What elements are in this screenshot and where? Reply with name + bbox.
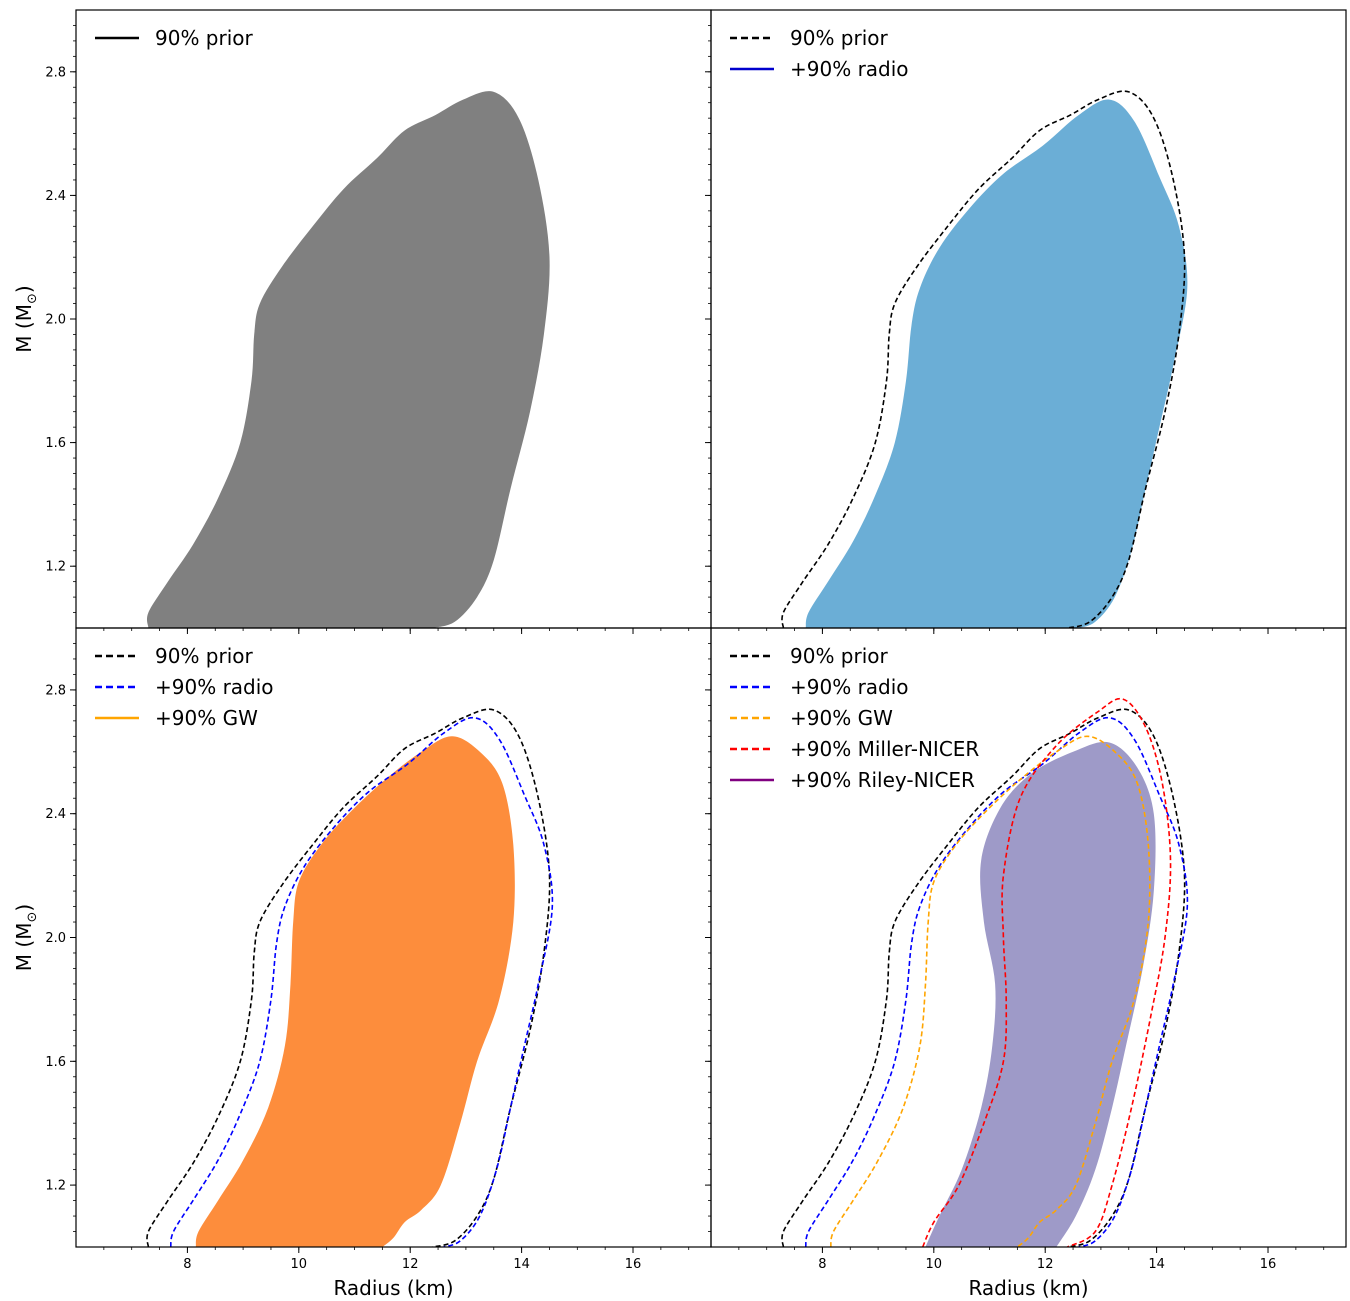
y-tick-label: 2.0 [45,931,66,946]
x-tick-label: 12 [402,1257,419,1272]
x-tick-label: 10 [291,1257,308,1272]
x-axis-title: Radius (km) [968,1276,1088,1300]
legend-label: +90% GW [790,706,893,730]
panel-1: 1.2 1.6 2.0 2.4 2.8 M (M⊙) 90% prior [12,9,712,634]
legend-label: 90% prior [155,26,254,50]
legend-label: +90% radio [155,675,274,699]
legend-label: 90% prior [790,26,889,50]
legend-label: +90% radio [790,675,909,699]
y-axis-title: M (M⊙) [12,904,40,971]
plot-area [781,697,1189,1247]
plot-area [146,91,550,628]
radio-contour-line [169,716,554,1247]
y-tick-label: 2.8 [45,683,66,698]
y-axis-title: M (M⊙) [12,285,40,352]
radio-contour-line [804,716,1189,1247]
panel-4: 8 10 12 14 16 Radius (km) 90% prior +90% radio +… [705,627,1347,1300]
x-tick-label: 14 [513,1257,530,1272]
panel-3: 8 10 12 14 16 1.2 1.6 2.0 2.4 2.8 Radius (km) M (M⊙… [12,627,712,1300]
miller-contour-line [921,697,1172,1247]
prior-credible-region [146,91,550,628]
y-tick-label: 2.4 [45,807,66,822]
y-tick-label: 1.6 [45,436,66,451]
x-tick-label: 12 [1037,1257,1054,1272]
y-tick-label: 1.2 [45,560,66,575]
x-tick-label: 8 [818,1257,826,1272]
legend: 90% prior +90% radio [730,26,909,81]
plot-area [781,90,1188,628]
x-tick-label: 16 [1260,1257,1277,1272]
y-tick-label: 1.2 [45,1179,66,1194]
x-tick-label: 16 [625,1257,642,1272]
y-tick-label: 2.4 [45,189,66,204]
x-tick-label: 8 [183,1257,191,1272]
x-tick-label: 10 [926,1257,943,1272]
x-axis-title: Radius (km) [333,1276,453,1300]
gw-credible-region [195,736,515,1247]
gw-contour-line [830,735,1151,1247]
radio-credible-region [805,99,1188,628]
panel-2: 90% prior +90% radio [705,9,1347,634]
legend-label: +90% radio [790,57,909,81]
legend-label: 90% prior [155,644,254,668]
legend: 90% prior +90% radio +90% GW +90% Miller-NI… [730,644,979,792]
legend-label: +90% Miller-NICER [790,737,979,761]
legend-label: 90% prior [790,644,889,668]
y-tick-label: 2.0 [45,313,66,328]
legend: 90% prior [95,26,254,50]
x-tick-label: 14 [1148,1257,1165,1272]
y-tick-label: 2.8 [45,65,66,80]
riley-credible-region [925,741,1156,1247]
prior-contour-line [781,90,1186,628]
legend: 90% prior +90% radio +90% GW [95,644,274,730]
legend-label: +90% Riley-NICER [790,768,975,792]
y-tick-label: 1.6 [45,1055,66,1070]
legend-label: +90% GW [155,706,258,730]
plot-area [146,708,554,1247]
